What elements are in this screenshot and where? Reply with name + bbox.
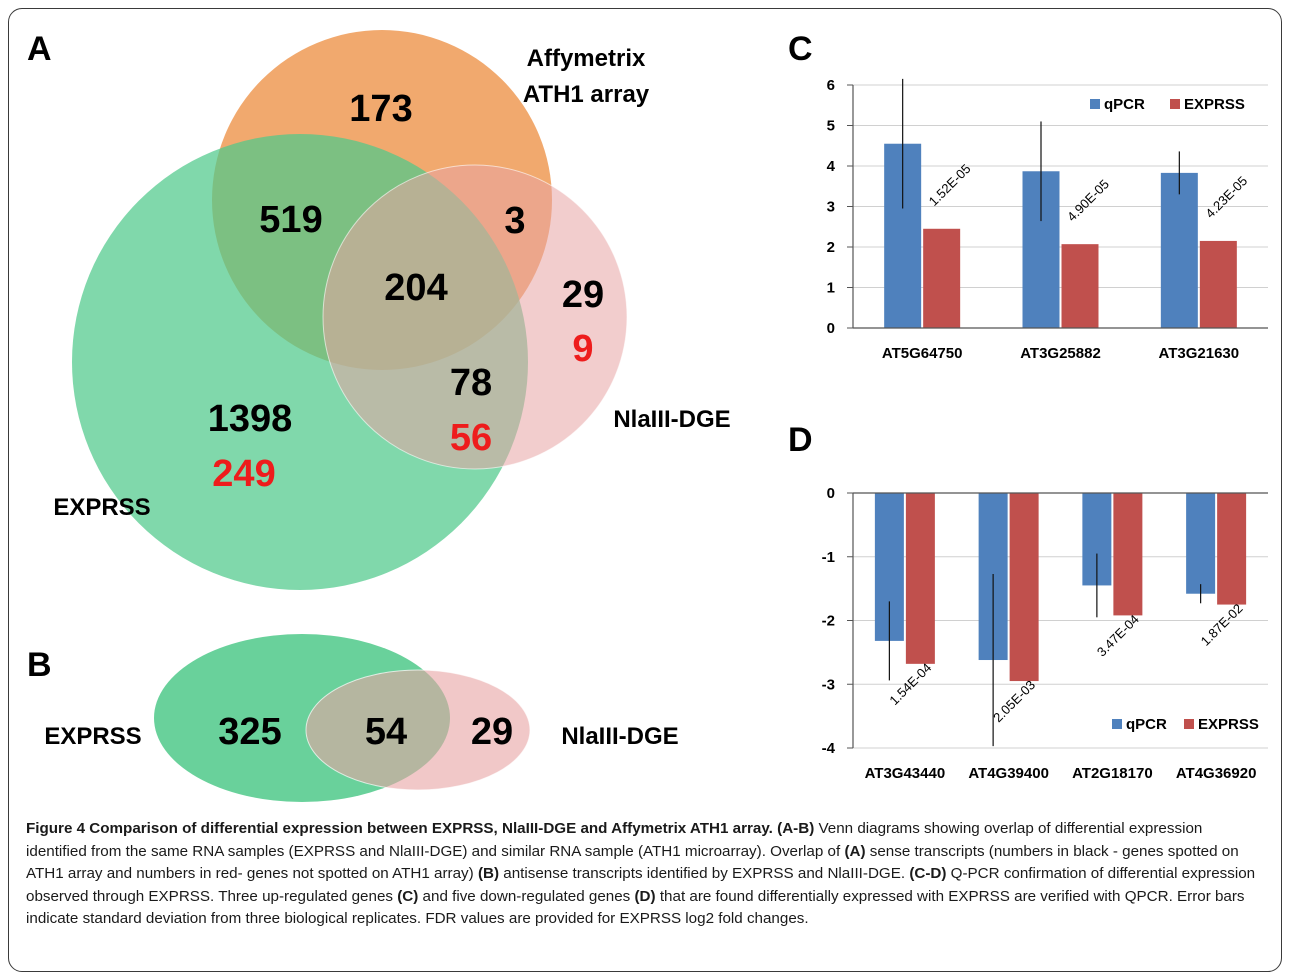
venn-b	[154, 634, 531, 802]
caption-sentence-1: Venn diagrams showing overlap of differe…	[26, 820, 1203, 860]
figure-caption: Figure 4 Comparison of differential expr…	[26, 818, 1266, 931]
fdr-annotation: 4.23E-05	[1202, 173, 1250, 221]
fdr-annotation: 1.87E-02	[1198, 601, 1246, 649]
venn-a-nla-label: NlaIII-DGE	[613, 406, 730, 433]
y-tick-label: 0	[827, 320, 835, 337]
legend-swatch-exprss	[1184, 719, 1194, 729]
venn-a	[72, 30, 628, 590]
venn-a-exprss-only-black: 1398	[208, 398, 293, 440]
venn-a-affy-label-line2: ATH1 array	[523, 81, 650, 108]
bar-qpcr	[1186, 493, 1216, 594]
caption-sentence-5: and five down-regulated genes	[422, 887, 631, 905]
legend-label-qpcr: qPCR	[1126, 716, 1167, 733]
x-tick-label: AT5G64750	[882, 345, 963, 362]
caption-sentence-6: that are found differentially expressed …	[26, 887, 1245, 928]
legend-label-exprss: EXPRSS	[1198, 716, 1259, 733]
venn-a-exprss-only-red: 249	[212, 453, 275, 495]
venn-a-affy-nla: 3	[504, 200, 525, 242]
caption-sentence-3: antisense transcripts identified by EXPR…	[503, 865, 906, 882]
bar-exprss	[905, 493, 935, 664]
venn-b-left-only: 325	[218, 711, 281, 753]
caption-ref-c: (C)	[397, 887, 419, 905]
venn-b-left-label: EXPRSS	[44, 723, 141, 750]
legend-swatch-qpcr	[1112, 719, 1122, 729]
x-tick-label: AT2G18170	[1072, 765, 1153, 782]
venn-b-overlap: 54	[365, 711, 407, 753]
venn-a-nla-only-black: 29	[562, 274, 604, 316]
y-tick-label: 2	[827, 239, 835, 256]
chart-c: 0 1 2 3 4 5 6 AT5G64750 1.52E-05 AT3G25882 4.90E-0…	[827, 77, 1268, 362]
venn-b-nla-ellipse	[305, 669, 531, 791]
chart-d: 0-1-2-3-4AT3G434401.54E-04AT4G394002.05E…	[822, 485, 1268, 782]
y-tick-label: -4	[822, 740, 836, 757]
venn-a-exprss-label: EXPRSS	[53, 494, 150, 521]
venn-a-exprss-affy: 519	[259, 199, 322, 241]
caption-ref-a: (A)	[844, 842, 866, 860]
venn-a-exprss-nla-black: 78	[450, 362, 492, 404]
caption-sentence-2: sense transcripts (numbers in black - ge…	[26, 842, 1239, 883]
caption-ref-b: (B)	[477, 865, 500, 882]
bar-exprss	[1113, 493, 1143, 616]
caption-ref-d: (D)	[634, 887, 656, 905]
venn-a-nla-only-red: 9	[572, 328, 593, 370]
fdr-annotation: 1.52E-05	[926, 161, 974, 209]
bar-exprss	[1199, 240, 1237, 328]
bar-exprss	[923, 228, 961, 328]
x-tick-label: AT3G25882	[1020, 345, 1101, 362]
bar-exprss	[1217, 493, 1247, 605]
caption-title: Figure 4 Comparison of differential expr…	[26, 820, 773, 837]
venn-a-nla-circle	[322, 164, 628, 470]
venn-a-exprss-nla-red: 56	[450, 417, 492, 459]
panel-label-c: C	[788, 30, 813, 68]
y-tick-label: 4	[827, 158, 836, 175]
venn-b-right-label: NlaIII-DGE	[561, 723, 678, 750]
venn-a-affy-only: 173	[349, 88, 412, 130]
y-tick-label: 1	[827, 280, 835, 297]
legend-label-exprss: EXPRSS	[1184, 96, 1245, 113]
x-tick-label: AT4G39400	[968, 765, 1049, 782]
y-tick-label: -1	[822, 549, 835, 566]
y-tick-label: 5	[827, 118, 835, 135]
fdr-annotation: 3.47E-04	[1094, 612, 1142, 660]
legend-swatch-qpcr	[1090, 99, 1100, 109]
y-tick-label: 3	[827, 199, 835, 216]
bar-qpcr	[1160, 172, 1198, 328]
bar-exprss	[1009, 493, 1039, 682]
panel-label-d: D	[788, 421, 813, 459]
caption-ref-ab: (A-B)	[777, 820, 815, 837]
panel-label-a: A	[27, 30, 52, 68]
fdr-annotation: 4.90E-05	[1064, 176, 1112, 224]
y-tick-label: 6	[827, 77, 835, 94]
caption-ref-cd: (C-D)	[909, 865, 947, 882]
venn-a-affy-label-line1: Affymetrix	[527, 45, 646, 72]
venn-a-all-three: 204	[384, 267, 447, 309]
y-tick-label: -2	[822, 613, 835, 630]
caption-sentence-4: Q-PCR confirmation of differential expre…	[26, 865, 1256, 905]
y-tick-label: -3	[822, 676, 835, 693]
y-tick-label: 0	[827, 485, 835, 502]
venn-b-right-only: 29	[471, 711, 513, 753]
legend-label-qpcr: qPCR	[1104, 96, 1145, 113]
x-tick-label: AT4G36920	[1176, 765, 1257, 782]
x-tick-label: AT3G21630	[1159, 345, 1240, 362]
panel-label-b: B	[27, 646, 52, 684]
legend-swatch-exprss	[1170, 99, 1180, 109]
x-tick-label: AT3G43440	[865, 765, 946, 782]
bar-exprss	[1061, 244, 1099, 328]
